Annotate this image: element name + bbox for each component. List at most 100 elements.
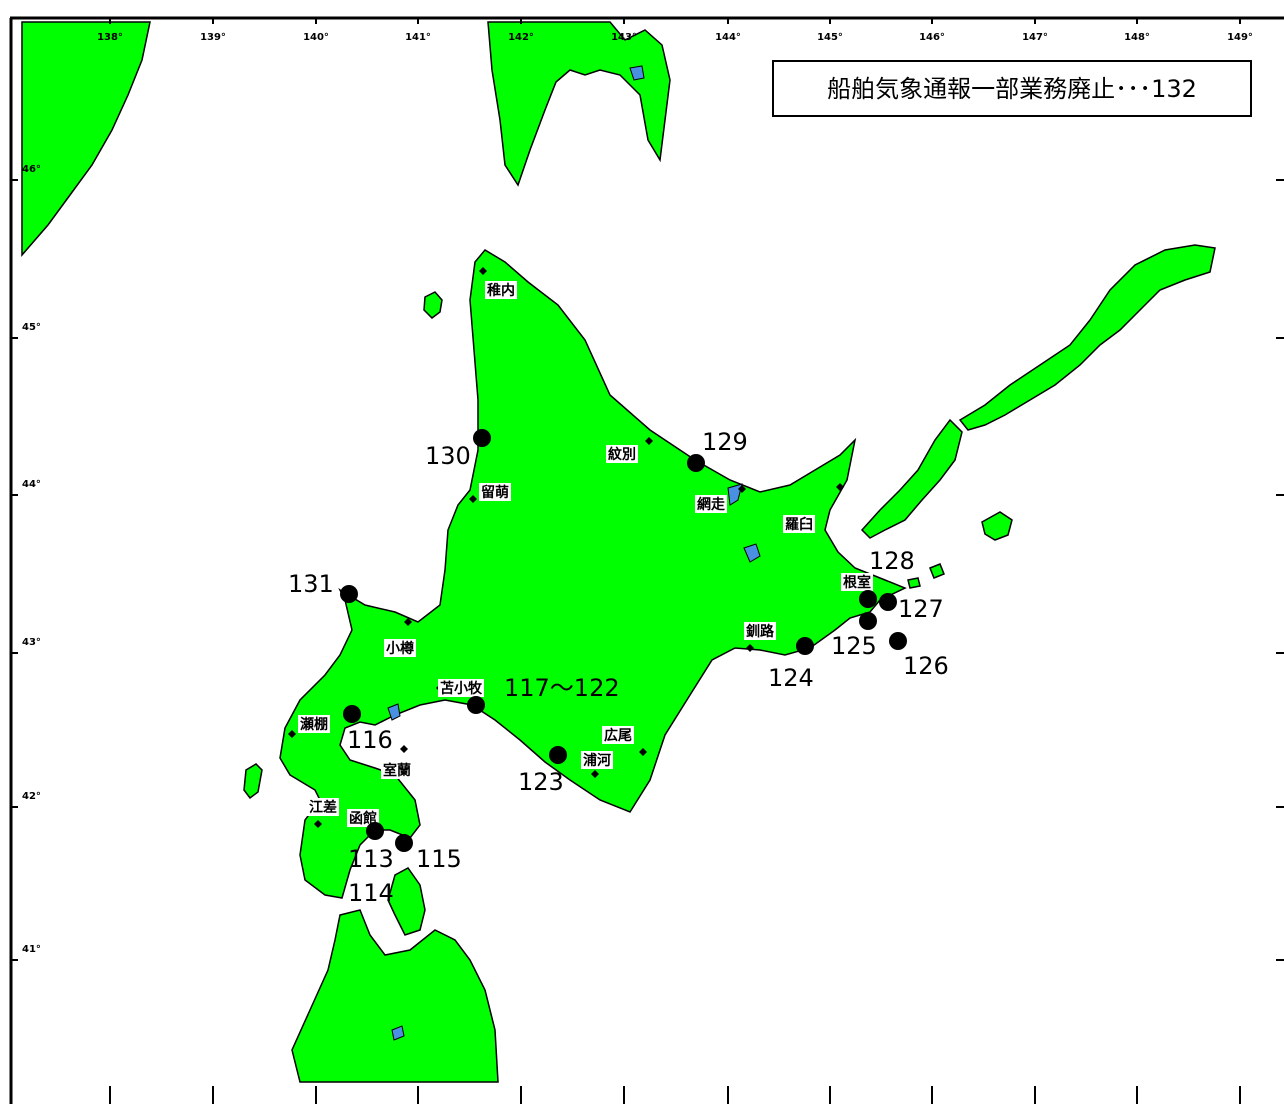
port-marker	[288, 730, 296, 738]
port-label-bg	[347, 809, 379, 827]
station-label: 126	[903, 652, 949, 680]
port-label: 浦河	[583, 752, 611, 769]
longitude-label: 141°	[405, 32, 431, 43]
station-label: 125	[831, 632, 877, 660]
lakes	[387, 65, 761, 1041]
port-label: 苫小牧	[440, 680, 483, 697]
station-label: 124	[768, 664, 814, 692]
longitude-label: 145°	[817, 32, 843, 43]
station-marker	[549, 746, 567, 764]
port-label: 室蘭	[383, 762, 411, 779]
port-label: 稚内	[487, 282, 515, 299]
title-box-frame	[772, 60, 1252, 117]
port-label-bg	[783, 515, 815, 533]
latitude-label: 46°	[22, 164, 41, 175]
station-label: 115	[416, 845, 462, 873]
station-label: 130	[425, 442, 471, 470]
port-marker	[479, 267, 487, 275]
station-marker	[796, 637, 814, 655]
honshu-island	[291, 867, 499, 1083]
port-marker	[404, 618, 412, 626]
longitude-label: 147°	[1022, 32, 1048, 43]
station-label: 113	[348, 845, 394, 873]
port-marker	[639, 748, 647, 756]
station-marker	[473, 429, 491, 447]
port-label-bg	[307, 798, 339, 816]
port-marker	[645, 437, 653, 445]
rishiri-island	[423, 291, 443, 319]
port-marker	[836, 483, 844, 491]
longitude-label: 146°	[919, 32, 945, 43]
longitude-label: 140°	[303, 32, 329, 43]
station-label: 123	[518, 768, 564, 796]
port-label: 釧路	[746, 623, 775, 640]
station-label: 127	[898, 595, 944, 623]
sakhalin-island	[487, 21, 671, 187]
shikotan-island	[981, 511, 1013, 541]
latitude-label: 42°	[22, 791, 41, 802]
longitude-label: 139°	[200, 32, 226, 43]
longitude-labels: 138° 139° 140° 141° 142° 143° 144° 145° 146° 147°…	[97, 32, 1253, 43]
port-label: 根室	[843, 574, 871, 591]
port-label: 函館	[349, 810, 377, 827]
station-marker	[467, 696, 485, 714]
port-marker	[746, 644, 754, 652]
station-marker	[343, 705, 361, 723]
port-label-bg	[485, 281, 517, 299]
station-marker	[687, 454, 705, 472]
port-label-bg	[606, 445, 638, 463]
station-marker	[859, 590, 877, 608]
port-marker	[469, 495, 477, 503]
port-label: 網走	[697, 496, 726, 513]
okushiri-island	[243, 763, 263, 800]
port-marker	[738, 485, 746, 493]
port-label: 紋別	[608, 446, 636, 463]
port-label-bg	[841, 573, 873, 591]
port-marker	[400, 745, 408, 753]
habomai-islet-1	[929, 563, 945, 579]
longitude-label: 143°	[611, 32, 637, 43]
station-marker	[859, 612, 877, 630]
station-marker	[366, 822, 384, 840]
station-marker	[340, 585, 358, 603]
port-label: 羅臼	[785, 516, 813, 533]
port-label-bg	[381, 761, 413, 779]
station-label: 129	[702, 428, 748, 456]
longitude-label: 138°	[97, 32, 123, 43]
port-label-bg	[695, 495, 727, 513]
latitude-label: 41°	[22, 944, 41, 955]
station-label: 128	[869, 547, 915, 575]
latitude-label: 44°	[22, 479, 41, 490]
station-label: 114	[348, 879, 394, 907]
graticule-ticks	[11, 18, 1284, 1104]
latitude-label: 43°	[22, 637, 41, 648]
port-label: 瀬棚	[300, 716, 328, 733]
port-marker	[314, 820, 322, 828]
station-marker	[879, 593, 897, 611]
port-label: 江差	[309, 799, 337, 816]
lake-towada	[391, 1025, 405, 1041]
port-label: 留萌	[481, 484, 509, 501]
map-title: 船舶気象通報一部業務廃止･･･132	[827, 75, 1197, 103]
habomai-islet-2	[907, 577, 921, 589]
longitude-label: 142°	[508, 32, 534, 43]
port-label-bg	[581, 751, 613, 769]
port-label-bg	[384, 639, 416, 657]
station-label: 131	[288, 570, 334, 598]
port-marker	[591, 770, 599, 778]
station-markers: 129 130 131 128 127 125 126 124 117～122 116 123 113…	[288, 428, 949, 907]
latitude-labels: 46° 45° 44° 43° 42° 41°	[22, 164, 41, 955]
lake-shikotsu	[387, 703, 401, 721]
port-label-bg	[479, 483, 511, 501]
port-label: 小樽	[386, 640, 414, 657]
title-box: 船舶気象通報一部業務廃止･･･132	[772, 60, 1252, 117]
station-marker	[889, 632, 907, 650]
station-label: 117～122	[504, 674, 620, 702]
station-marker	[395, 834, 413, 852]
port-label-bg	[438, 679, 484, 697]
port-label-bg	[744, 622, 776, 640]
port-label: 広尾	[604, 727, 632, 744]
kunashiri-island	[860, 418, 963, 539]
latitude-label: 45°	[22, 322, 41, 333]
